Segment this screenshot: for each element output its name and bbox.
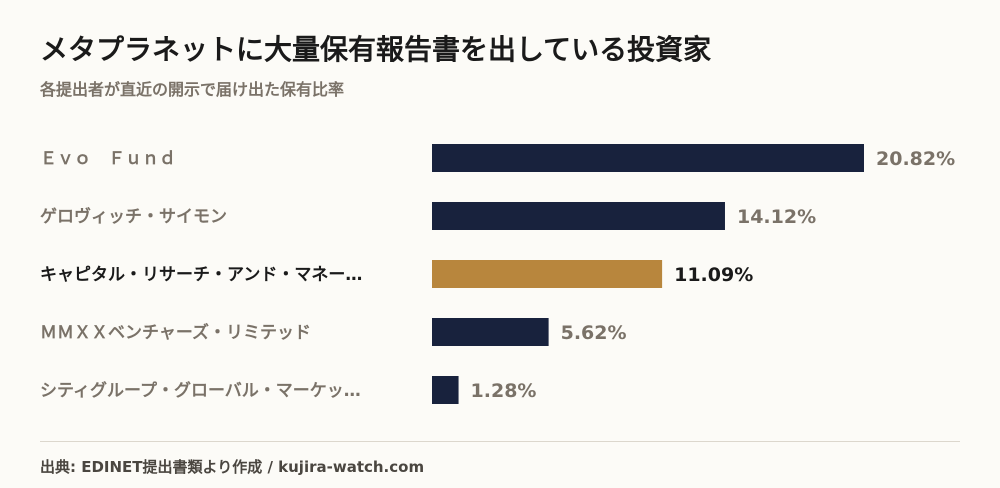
source-note: 出典: EDINET提出書類より作成 / kujira-watch.com: [40, 458, 425, 476]
bar: [432, 318, 549, 346]
value-label: 5.62%: [561, 322, 627, 344]
category-label: ＭＭＸＸベンチャーズ・リミテッド: [40, 322, 311, 343]
bar: [432, 260, 663, 288]
value-label: 11.09%: [674, 264, 753, 286]
chart-title: メタプラネットに大量保有報告書を出している投資家: [40, 33, 712, 66]
bar: [432, 376, 459, 404]
footer-divider: [40, 441, 960, 442]
chart-subtitle: 各提出者が直近の開示で届け出た保有比率: [40, 80, 345, 99]
value-label: 1.28%: [471, 380, 537, 402]
category-label: シティグループ・グローバル・マーケッ…: [40, 380, 361, 401]
bar: [432, 202, 725, 230]
value-label: 20.82%: [876, 148, 955, 170]
value-label: 14.12%: [737, 206, 816, 228]
bar-chart: Ｅｖｏ Ｆｕｎｄ 20.82% ゲロヴィッチ・サイモン 14.12% キャピタル・リサー…: [40, 144, 955, 404]
category-label: Ｅｖｏ Ｆｕｎｄ: [40, 149, 176, 169]
category-label: ゲロヴィッチ・サイモン: [40, 206, 227, 227]
bar: [432, 144, 864, 172]
category-label: キャピタル・リサーチ・アンド・マネー…: [40, 265, 362, 285]
